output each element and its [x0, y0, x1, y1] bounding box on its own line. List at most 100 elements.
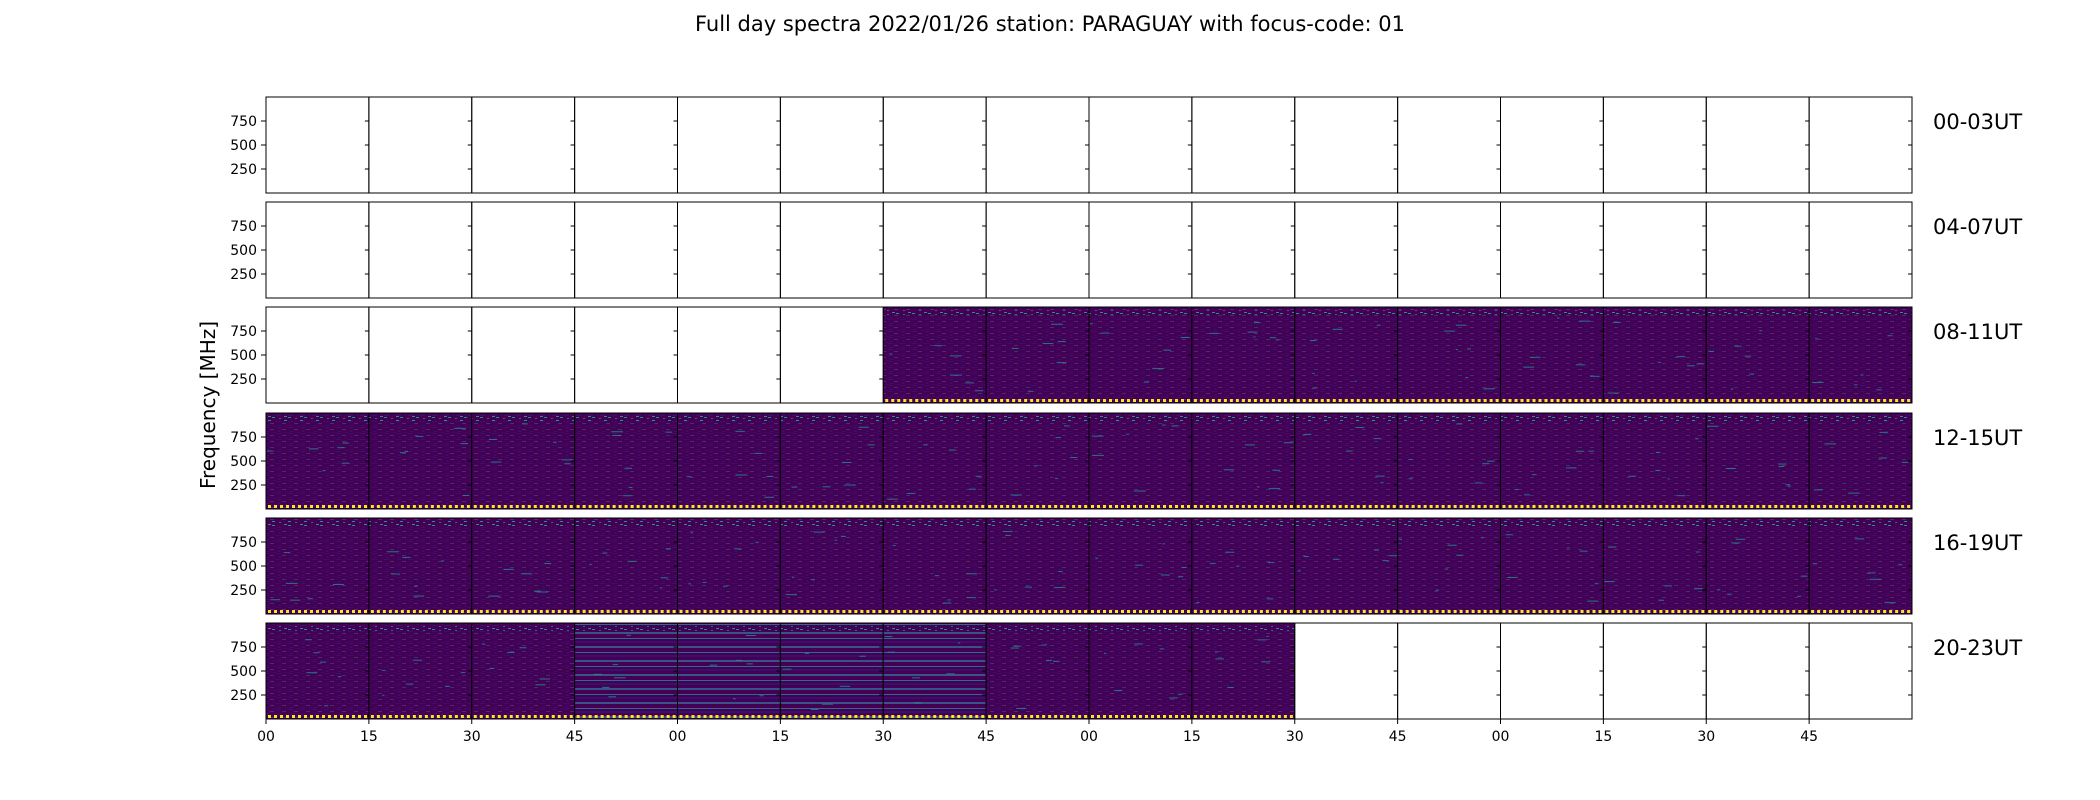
empty-panel — [1191, 96, 1296, 194]
spectrum-panel — [1294, 412, 1399, 510]
y-tick-label: 500 — [230, 138, 257, 154]
empty-panel — [265, 96, 370, 194]
spectrum-panel — [1191, 622, 1296, 720]
spectrum-panel — [985, 306, 1090, 404]
empty-panel — [1602, 622, 1707, 720]
spectrum-panel — [677, 622, 781, 720]
spectrum-panel — [1500, 517, 1604, 615]
empty-panel — [368, 201, 473, 299]
row-time-label: 16-19UT — [1933, 531, 2022, 555]
spectra-grid: 750 500 250 00-03UT 750 500 250 04-07UT 750 500 25… — [230, 96, 2022, 720]
empty-panel — [779, 306, 884, 404]
spectrum-panel — [1397, 517, 1501, 615]
spectrum-panel — [1808, 517, 1913, 615]
spectra-row: 750 500 250 16-19UT — [230, 517, 2022, 615]
spectrum-panel — [471, 517, 576, 615]
spectrum-panel — [1705, 517, 1810, 615]
spectrum-panel — [1191, 412, 1296, 510]
empty-panel — [1397, 201, 1501, 299]
empty-panel — [677, 96, 781, 194]
spectra-row: 750 500 250 08-11UT — [230, 306, 2022, 404]
x-tick-label: 00 — [1492, 729, 1510, 745]
spectra-row: 750 500 250 00-03UT — [230, 96, 2022, 194]
empty-panel — [368, 96, 473, 194]
spectrum-panel — [1500, 306, 1604, 404]
spectrum-panel — [1397, 412, 1501, 510]
empty-panel — [1397, 622, 1501, 720]
x-tick-label: 00 — [257, 729, 275, 745]
empty-panel — [1294, 201, 1399, 299]
y-tick-label: 500 — [230, 454, 257, 470]
empty-panel — [985, 96, 1090, 194]
empty-panel — [1191, 201, 1296, 299]
empty-panel — [574, 306, 678, 404]
empty-panel — [471, 96, 576, 194]
spectrum-panel — [985, 412, 1090, 510]
empty-panel — [985, 201, 1090, 299]
spectrum-panel — [574, 412, 678, 510]
x-tick-label: 45 — [1800, 729, 1818, 745]
spectrum-panel — [471, 412, 576, 510]
spectrum-panel — [265, 412, 370, 510]
spectrum-panel — [779, 517, 884, 615]
x-tick-label: 15 — [1183, 729, 1201, 745]
spectrum-panel — [882, 412, 987, 510]
empty-panel — [1705, 96, 1810, 194]
spectra-row: 750 500 250 20-23UT — [230, 622, 2022, 720]
empty-panel — [1808, 96, 1913, 194]
empty-panel — [1705, 622, 1810, 720]
spectra-row: 750 500 250 04-07UT — [230, 201, 2022, 299]
y-tick-label: 500 — [230, 348, 257, 364]
spectrum-panel — [882, 517, 987, 615]
spectrum-panel — [677, 517, 781, 615]
spectrum-panel — [368, 517, 473, 615]
spectrum-panel — [265, 622, 370, 720]
spectrum-panel — [1808, 412, 1913, 510]
spectrum-panel — [1088, 622, 1193, 720]
y-axis-label: Frequency [MHz] — [196, 321, 220, 489]
x-tick-label: 00 — [669, 729, 687, 745]
spectrum-panel — [1500, 412, 1604, 510]
y-tick-label: 250 — [230, 372, 257, 388]
spectrum-panel — [1602, 306, 1707, 404]
chart-title: Full day spectra 2022/01/26 station: PAR… — [695, 12, 1405, 36]
empty-panel — [779, 96, 884, 194]
spectrum-panel — [265, 517, 370, 615]
spectrum-panel — [1602, 412, 1707, 510]
spectrum-panel — [882, 622, 987, 720]
spectrum-panel — [368, 412, 473, 510]
y-tick-label: 500 — [230, 664, 257, 680]
spectrum-panel — [882, 306, 987, 404]
spectrum-panel — [1294, 306, 1399, 404]
spectrum-panel — [1088, 412, 1193, 510]
empty-panel — [882, 201, 987, 299]
y-tick-label: 750 — [230, 430, 257, 446]
empty-panel — [471, 306, 576, 404]
empty-panel — [1088, 96, 1193, 194]
empty-panel — [1500, 622, 1604, 720]
empty-panel — [1088, 201, 1193, 299]
row-time-label: 12-15UT — [1933, 426, 2022, 450]
y-tick-label: 750 — [230, 535, 257, 551]
x-tick-label: 30 — [874, 729, 892, 745]
empty-panel — [1808, 622, 1913, 720]
x-tick-label: 30 — [1697, 729, 1715, 745]
row-time-label: 00-03UT — [1933, 110, 2022, 134]
x-tick-label: 45 — [1389, 729, 1407, 745]
spectrum-panel — [471, 622, 576, 720]
x-tick-label: 15 — [360, 729, 378, 745]
x-tick-label: 00 — [1080, 729, 1098, 745]
empty-panel — [265, 201, 370, 299]
x-tick-label: 15 — [1594, 729, 1612, 745]
spectrum-panel — [574, 622, 678, 720]
empty-panel — [677, 306, 781, 404]
y-tick-label: 750 — [230, 324, 257, 340]
row-time-label: 04-07UT — [1933, 215, 2022, 239]
empty-panel — [882, 96, 987, 194]
empty-panel — [1397, 96, 1501, 194]
empty-panel — [1294, 96, 1399, 194]
x-tick-label: 15 — [771, 729, 789, 745]
y-tick-label: 250 — [230, 688, 257, 704]
empty-panel — [1705, 201, 1810, 299]
